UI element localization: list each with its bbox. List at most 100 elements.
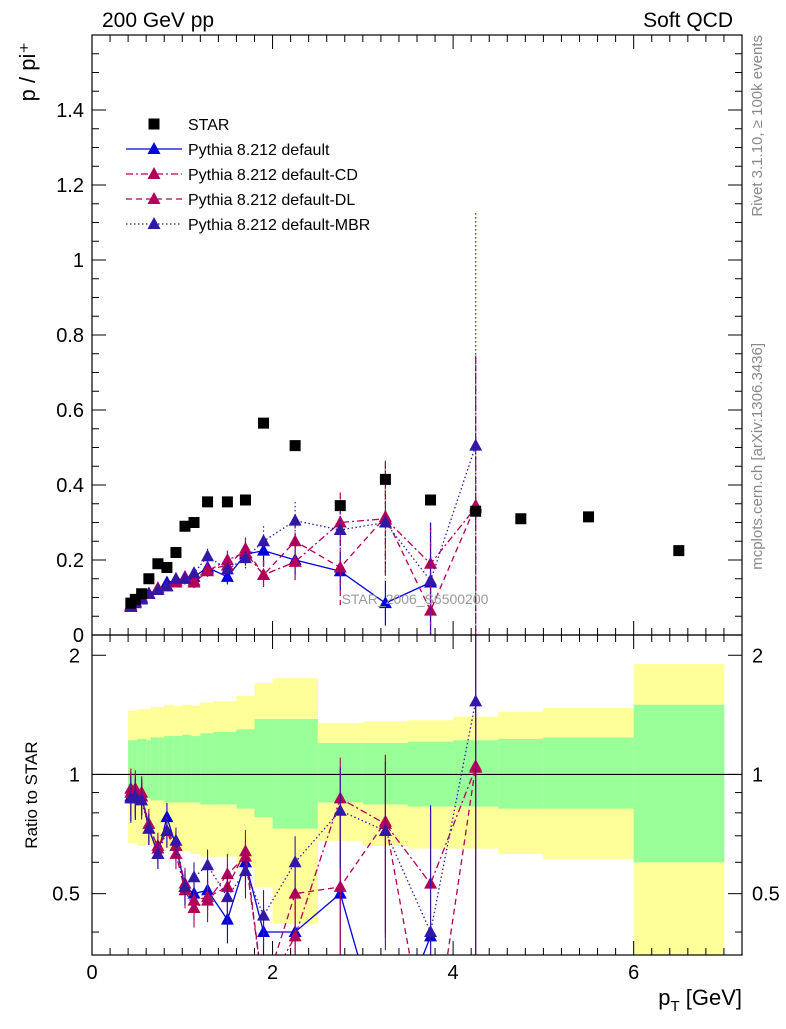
xlabel: pT [GeV]: [658, 985, 742, 1015]
uncertainty-band-green: [272, 719, 319, 829]
star-data-point: [470, 505, 482, 517]
star-data-point: [239, 494, 251, 506]
series-point: [169, 571, 183, 584]
legend-marker: [147, 217, 161, 229]
star-data-point: [379, 473, 391, 485]
star-data-point: [515, 513, 527, 525]
x-tick-label: 4: [448, 962, 459, 984]
ratio-y-tick-label: 0.5: [52, 884, 80, 906]
series-point: [378, 596, 392, 609]
series-point: [257, 543, 271, 556]
star-data-point: [179, 520, 191, 532]
series-point: [424, 573, 438, 586]
ratio-series-line: [130, 765, 477, 955]
legend-label: Pythia 8.212 default: [188, 142, 330, 159]
y-tick-label: 0.8: [56, 325, 84, 347]
series-point: [238, 551, 252, 564]
legend-label: Pythia 8.212 default-DL: [188, 192, 355, 209]
legend-marker: [147, 167, 161, 179]
main-ylabel: p / pi⁺: [15, 42, 40, 101]
uncertainty-band-green: [164, 736, 174, 803]
x-tick-label: 0: [86, 962, 97, 984]
watermark: STAR_2006_S6500200: [342, 591, 489, 607]
ratio-point: [220, 890, 234, 903]
ratio-y-tick-label: 2: [69, 645, 80, 667]
uncertainty-band-green: [159, 737, 165, 801]
ratio-point: [151, 846, 165, 859]
series-point: [187, 566, 201, 579]
uncertainty-band-green: [191, 736, 201, 803]
star-data-point: [425, 494, 437, 506]
series-point: [469, 438, 483, 451]
series-point: [220, 562, 234, 575]
ratio-point: [333, 803, 347, 816]
uncertainty-band-green: [543, 737, 635, 809]
legend-label: Pythia 8.212 default-CD: [188, 167, 358, 184]
ratio-y-tick-label-right: 1: [752, 764, 763, 786]
series-point: [424, 556, 438, 569]
ratio-point: [378, 823, 392, 836]
series-point: [160, 579, 174, 592]
series-point: [178, 571, 192, 584]
star-data-point: [129, 593, 141, 605]
ratio-point: [257, 986, 270, 998]
ratio-y-tick-label-right: 0.5: [752, 884, 780, 906]
legend-marker: [147, 192, 161, 204]
y-tick-label: 0.2: [56, 550, 84, 572]
series-point: [288, 534, 302, 547]
uncertainty-band-green: [236, 729, 255, 809]
ratio-point: [169, 833, 183, 846]
star-data-point: [161, 562, 173, 573]
uncertainty-band-green: [254, 719, 273, 818]
star-data-point: [289, 440, 301, 452]
star-data-point: [334, 500, 346, 512]
legend-marker-star: [148, 118, 160, 130]
y-tick-label: 0: [73, 625, 84, 647]
y-tick-label: 0.4: [56, 475, 84, 497]
ratio-ylabel: Ratio to STAR: [22, 741, 41, 848]
ratio-point: [257, 908, 271, 921]
series-point: [333, 560, 347, 573]
ratio-point: [187, 893, 201, 906]
ratio-point: [333, 879, 347, 892]
ratio-point: [238, 864, 252, 877]
series-point: [257, 534, 271, 547]
y-tick-label: 1: [73, 250, 84, 272]
ratio-point: [142, 821, 156, 834]
star-data-point: [583, 511, 595, 523]
ratio-point: [128, 789, 142, 802]
ratio-point: [424, 925, 438, 938]
ratio-point: [160, 823, 174, 836]
x-tick-label: 6: [628, 962, 639, 984]
series-point: [201, 562, 215, 575]
star-data-point: [202, 496, 214, 508]
uncertainty-band-green: [498, 738, 544, 809]
legend-label: STAR: [188, 117, 229, 134]
ratio-point: [469, 694, 483, 707]
uncertainty-band-green: [200, 733, 215, 805]
ratio-y-tick-label: 1: [69, 764, 80, 786]
series-point: [378, 515, 392, 528]
y-tick-label: 1.4: [56, 100, 84, 122]
uncertainty-band-green: [132, 740, 138, 799]
ratio-y-tick-label-right: 2: [752, 645, 763, 667]
header-left: 200 GeV pp: [102, 9, 214, 32]
uncertainty-band-green: [633, 704, 725, 863]
uncertainty-band-green: [213, 732, 237, 805]
mcplots-label: mcplots.cern.ch [arXiv:1306.3436]: [749, 343, 766, 570]
ratio-point: [288, 855, 302, 868]
series-point: [333, 523, 347, 535]
series-point: [220, 569, 234, 582]
star-data-point: [143, 573, 155, 585]
y-tick-label: 1.2: [56, 175, 84, 197]
legend-marker: [147, 142, 161, 154]
ratio-point: [257, 986, 270, 998]
series-point: [151, 583, 165, 595]
ratio-point: [288, 929, 302, 942]
ratio-point: [187, 870, 201, 883]
ratio-point: [178, 879, 192, 892]
star-data-point: [258, 417, 270, 429]
legend-label: Pythia 8.212 default-MBR: [188, 217, 370, 234]
series-point: [257, 568, 271, 580]
